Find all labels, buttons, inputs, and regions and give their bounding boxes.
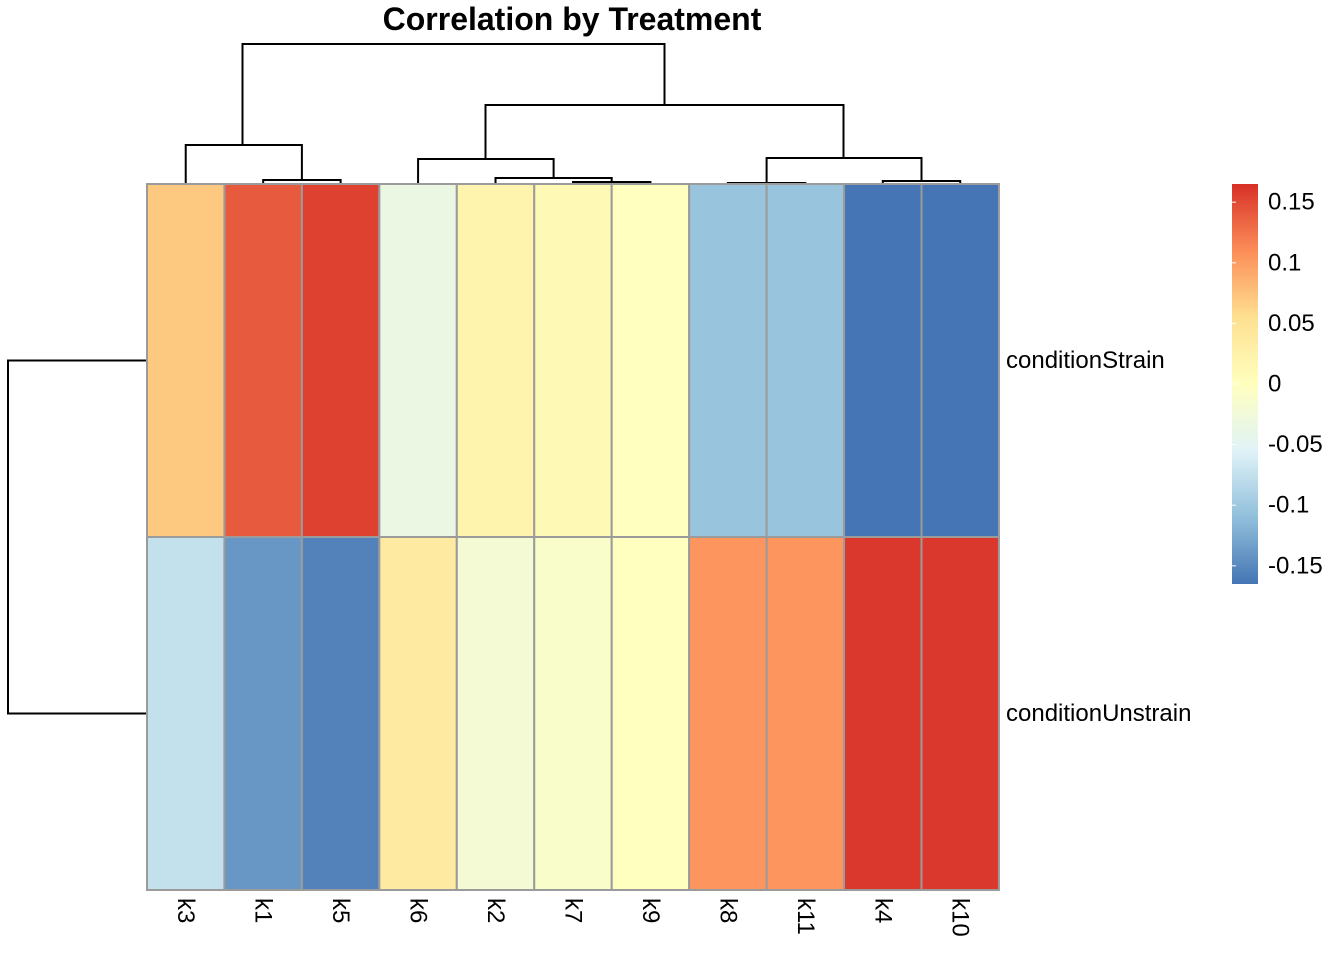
heatmap-cell-conditionStrain-k9 bbox=[610, 183, 691, 538]
chart-title: Correlation by Treatment bbox=[383, 1, 762, 37]
heatmap-cell-conditionUnstrain-k8 bbox=[688, 536, 768, 891]
legend-tick-label: 0 bbox=[1268, 371, 1281, 398]
heatmap-cell-conditionUnstrain-k10 bbox=[920, 536, 1000, 891]
heatmap-cell-conditionUnstrain-k1 bbox=[223, 536, 303, 891]
column-dendrogram-link-5 bbox=[417, 158, 555, 184]
row-label-conditionUnstrain: conditionUnstrain bbox=[1006, 700, 1191, 727]
legend-tick-label: -0.1 bbox=[1268, 492, 1309, 519]
legend-tick-label: -0.15 bbox=[1268, 552, 1323, 579]
legend-tick-label: 0.1 bbox=[1268, 249, 1301, 276]
column-dendrogram bbox=[184, 43, 962, 184]
heatmap-cell-conditionUnstrain-k9 bbox=[610, 536, 691, 891]
legend-color-bar bbox=[1232, 184, 1258, 584]
color-legend: 0.15 0.1 0.05 0 -0.05 -0.1 -0.15 bbox=[1232, 184, 1323, 584]
heatmap-cells bbox=[146, 183, 1000, 891]
column-label-k6: k6 bbox=[405, 898, 432, 923]
column-dendrogram-link-2 bbox=[184, 144, 303, 184]
column-dendrogram-link-10 bbox=[241, 43, 666, 145]
heatmap-cell-conditionStrain-k1 bbox=[223, 183, 303, 538]
legend-tick-label: 0.15 bbox=[1268, 189, 1315, 216]
column-label-k1: k1 bbox=[250, 898, 277, 923]
column-label-k3: k3 bbox=[172, 898, 199, 923]
heatmap-cell-conditionStrain-k4 bbox=[843, 183, 923, 538]
column-label-k7: k7 bbox=[559, 898, 586, 923]
heatmap-cell-conditionUnstrain-k7 bbox=[533, 536, 613, 891]
heatmap-cell-conditionStrain-k2 bbox=[455, 183, 536, 538]
column-label-k2: k2 bbox=[482, 898, 509, 923]
heatmap-cell-conditionUnstrain-k5 bbox=[300, 536, 381, 891]
column-dendrogram-link-9 bbox=[484, 104, 845, 159]
heatmap-cell-conditionStrain-k5 bbox=[300, 183, 381, 538]
column-label-k11: k11 bbox=[792, 898, 819, 935]
heatmap-cell-conditionStrain-k7 bbox=[533, 183, 613, 538]
row-labels: conditionStrain conditionUnstrain bbox=[1006, 347, 1191, 727]
row-dendrogram bbox=[7, 359, 147, 715]
heatmap-cell-conditionUnstrain-k2 bbox=[455, 536, 536, 891]
legend-tick-label: -0.05 bbox=[1268, 431, 1323, 458]
heatmap-cell-conditionStrain-k10 bbox=[920, 183, 1000, 538]
column-label-k8: k8 bbox=[714, 898, 741, 923]
heatmap-cell-conditionStrain-k6 bbox=[378, 183, 458, 538]
legend-tick-label: 0.05 bbox=[1268, 310, 1315, 337]
column-labels: k3 k1 k5 k6 k2 k7 k9 k8 k11 k4 k10 bbox=[172, 898, 974, 937]
heatmap-cell-conditionStrain-k3 bbox=[146, 183, 226, 538]
column-dendrogram-link-8 bbox=[765, 157, 923, 183]
row-label-conditionStrain: conditionStrain bbox=[1006, 347, 1165, 374]
heatmap-cell-conditionUnstrain-k3 bbox=[146, 536, 226, 891]
heatmap-cell-conditionUnstrain-k6 bbox=[378, 536, 458, 891]
heatmap-cell-conditionStrain-k8 bbox=[688, 183, 768, 538]
heatmap-cell-conditionUnstrain-k11 bbox=[765, 536, 846, 891]
column-label-k10: k10 bbox=[947, 898, 974, 937]
column-label-k5: k5 bbox=[327, 898, 354, 923]
column-label-k4: k4 bbox=[869, 898, 896, 923]
heatmap-cell-conditionStrain-k11 bbox=[765, 183, 846, 538]
heatmap-cell-conditionUnstrain-k4 bbox=[843, 536, 923, 891]
row-dendrogram-link bbox=[7, 359, 147, 715]
column-label-k9: k9 bbox=[637, 898, 664, 923]
